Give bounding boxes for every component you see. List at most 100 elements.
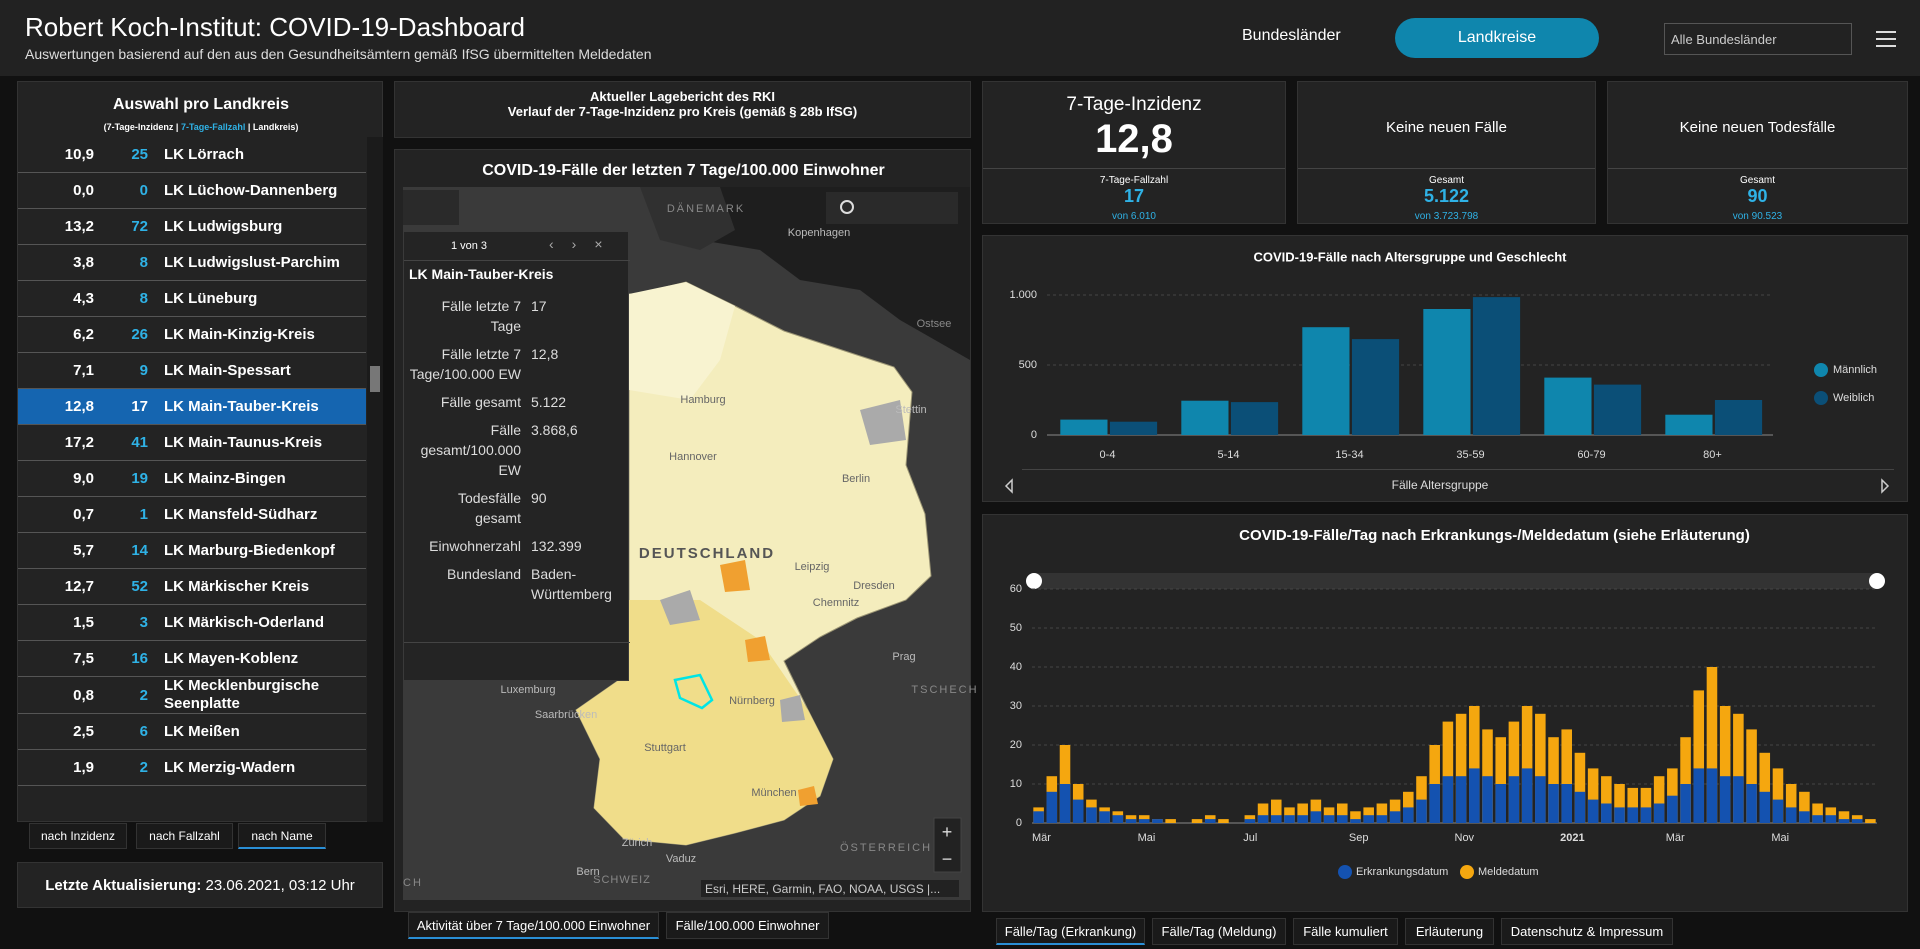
chart-tab[interactable]: Fälle/Tag (Erkrankung)	[996, 918, 1145, 945]
incidence: 1,5	[73, 614, 94, 631]
x-tick-label: 80+	[1703, 449, 1722, 461]
bar	[1812, 803, 1823, 823]
bar	[1574, 752, 1586, 823]
case-count: 2	[139, 686, 148, 704]
incidence: 7,1	[73, 362, 94, 379]
field-label: Fälle gesamt	[440, 394, 521, 410]
bar	[1667, 795, 1678, 823]
bar	[1706, 768, 1718, 823]
chart-title: COVID-19-Fälle nach Altersgruppe und Ges…	[1253, 249, 1567, 264]
sort-button[interactable]: nach Fallzahl	[136, 823, 233, 849]
bar	[1191, 819, 1203, 823]
x-tick-label: 5-14	[1217, 449, 1239, 461]
x-tick-label: 60-79	[1577, 449, 1605, 461]
case-count: 6	[139, 723, 148, 740]
bar	[1521, 768, 1533, 823]
bar	[1376, 803, 1388, 823]
district-name: LK Main-Spessart	[164, 361, 291, 379]
district-row[interactable]: 0,7 1 LK Mansfeld-Südharz	[18, 497, 366, 533]
bar	[1270, 815, 1282, 823]
bar	[1323, 815, 1335, 823]
district-row[interactable]: 13,2 72 LK Ludwigsburg	[18, 209, 366, 245]
map-tab[interactable]: Fälle/100.000 Einwohner	[666, 912, 829, 939]
district-row[interactable]: 9,0 19 LK Mainz-Bingen	[18, 461, 366, 497]
kpi-divider	[983, 168, 1285, 169]
bar	[1759, 752, 1771, 823]
chart-tab[interactable]: Erläuterung	[1405, 918, 1494, 945]
district-row[interactable]: 12,7 52 LK Märkischer Kreis	[18, 569, 366, 605]
legend-swatch	[1814, 363, 1828, 377]
popup-title: LK Main-Tauber-Kreis	[409, 266, 554, 282]
kpi-value: 12,8	[1095, 117, 1173, 161]
district-row[interactable]: 0,0 0 LK Lüchow-Dannenberg	[18, 173, 366, 209]
legend-label: Meldedatum	[1478, 866, 1539, 878]
district-row[interactable]: 0,8 2 LK Mecklenburgische Seenplatte	[18, 677, 366, 714]
district-row[interactable]: 6,2 26 LK Main-Kinzig-Kreis	[18, 317, 366, 353]
district-row[interactable]: 2,5 6 LK Meißen	[18, 714, 366, 750]
x-tick-label: Mai	[1771, 832, 1789, 844]
bar	[1125, 819, 1137, 823]
kpi-title: 7-Tage-Inzidenz	[1066, 94, 1202, 115]
district-row[interactable]: 1,9 2 LK Merzig-Wadern	[18, 750, 366, 786]
district-row[interactable]: 3,8 8 LK Ludwigslust-Parchim	[18, 245, 366, 281]
bar	[1060, 419, 1108, 435]
kpi-sub-total: von 90.523	[1732, 211, 1783, 222]
sort-button[interactable]: nach Name	[238, 823, 326, 849]
case-count: 41	[131, 434, 148, 451]
chart-tab[interactable]: Fälle/Tag (Meldung)	[1152, 918, 1286, 945]
district-row[interactable]: 4,3 8 LK Lüneburg	[18, 281, 366, 317]
bar	[1733, 776, 1744, 823]
bar	[1099, 811, 1110, 823]
chart-tab[interactable]: Fälle kumuliert	[1293, 918, 1398, 945]
tab-bundeslaender[interactable]: Bundesländer	[1242, 27, 1341, 44]
legend-label: Erkrankungsdatum	[1356, 866, 1448, 878]
kpi-sub-total: von 3.723.798	[1414, 211, 1479, 222]
dropdown[interactable]: Alle Bundesländer	[1664, 23, 1852, 55]
district-row[interactable]: 1,5 3 LK Märkisch-Oderland	[18, 605, 366, 641]
menu-icon[interactable]	[1876, 29, 1898, 49]
district-row[interactable]: 7,5 16 LK Mayen-Koblenz	[18, 641, 366, 677]
incidence: 7,5	[73, 650, 94, 667]
field-label: Fälle letzte 7 Tage	[441, 298, 521, 334]
sort-button[interactable]: nach Inzidenz	[29, 823, 127, 849]
case-count: 25	[131, 146, 148, 163]
incidence: 4,3	[73, 290, 94, 307]
bar	[1548, 737, 1559, 823]
y-tick-label: 40	[1010, 661, 1022, 673]
field-value: 5.122	[531, 394, 567, 410]
bar	[1653, 803, 1665, 823]
bar	[1544, 377, 1592, 435]
district-name: LK Märkisch-Oderland	[164, 613, 325, 631]
bar	[1561, 729, 1573, 823]
bar	[1825, 815, 1837, 823]
bar	[1719, 706, 1731, 823]
field-label: Todesfälle gesamt	[457, 490, 521, 526]
district-name: LK Ludwigsburg	[164, 217, 283, 235]
bar	[1072, 799, 1084, 823]
district-row[interactable]: 10,9 25 LK Lörrach	[18, 137, 366, 173]
district-name: LK Mecklenburgische Seenplatte	[164, 677, 320, 712]
y-tick-label: 10	[1010, 778, 1022, 790]
bar	[1640, 807, 1652, 823]
legend-label: Männlich	[1833, 364, 1877, 376]
bar	[1244, 819, 1256, 823]
report-link[interactable]: Aktueller Lagebericht des RKI Verlauf de…	[394, 81, 971, 138]
incidence: 10,9	[64, 146, 94, 163]
bar	[1257, 815, 1269, 823]
field-label: Bundesland	[447, 566, 521, 582]
kpi-card: 7-Tage-Inzidenz 12,8 7-Tage-Fallzahl 17 von …	[982, 81, 1286, 224]
legend-swatch	[1460, 865, 1474, 879]
bar	[1574, 791, 1586, 823]
district-row[interactable]: 5,7 14 LK Marburg-Biedenkopf	[18, 533, 366, 569]
district-row[interactable]: 17,2 41 LK Main-Taunus-Kreis	[18, 425, 366, 461]
tab-landkreise[interactable]: Landkreise	[1395, 18, 1599, 58]
header: Robert Koch-Institut: COVID-19-Dashboard…	[0, 0, 1920, 76]
bar	[1181, 400, 1229, 435]
y-tick-label: 1.000	[1009, 289, 1037, 301]
scrollbar[interactable]	[367, 137, 383, 822]
chart-tab[interactable]: Datenschutz & Impressum	[1501, 918, 1673, 945]
district-row[interactable]: 12,8 17 LK Main-Tauber-Kreis	[18, 389, 366, 425]
district-row[interactable]: 7,1 9 LK Main-Spessart	[18, 353, 366, 389]
bar	[1535, 776, 1546, 823]
map-tab[interactable]: Aktivität über 7 Tage/100.000 Einwohner	[408, 912, 659, 939]
